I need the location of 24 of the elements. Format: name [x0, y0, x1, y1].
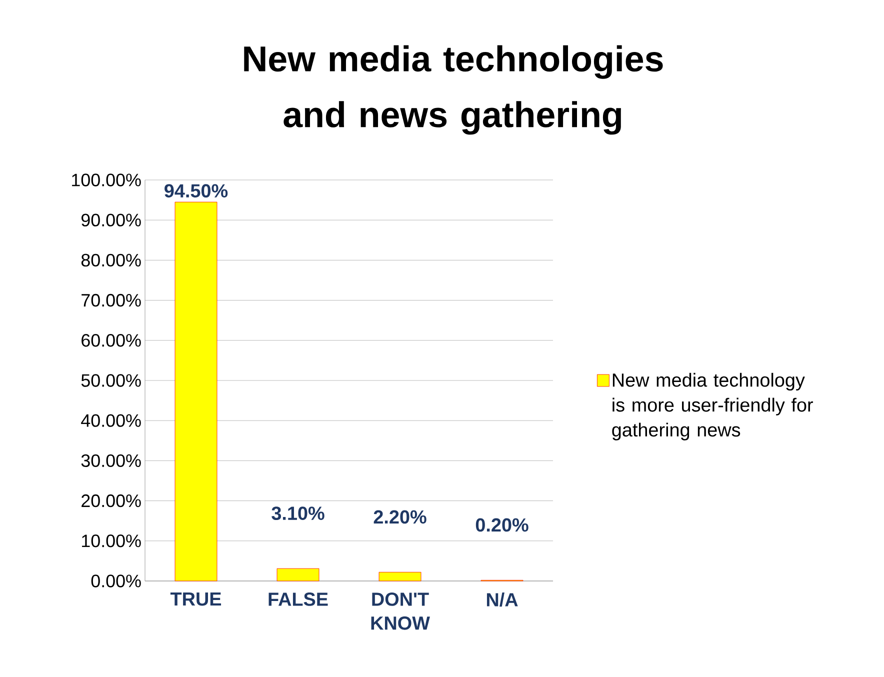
y-tick-label: 80.00%: [81, 254, 141, 267]
y-tick-label: 100.00%: [72, 174, 141, 186]
data-label: 3.10%: [272, 506, 324, 520]
bar: [174, 202, 218, 582]
data-label: 0.20%: [476, 518, 528, 532]
y-tick-label: 70.00%: [82, 294, 141, 307]
y-tick-label: 40.00%: [81, 414, 141, 427]
bar: [378, 572, 422, 582]
y-tick-label: 50.00%: [81, 374, 141, 387]
y-tick-label: 20.00%: [82, 494, 141, 508]
chart-title: New media technologies and news gathering: [244, 45, 663, 135]
y-tick-label: 90.00%: [82, 214, 141, 226]
x-tick-label: DON'T KNOW: [371, 592, 430, 630]
bar: [276, 568, 320, 582]
x-tick-label: N/A: [486, 592, 518, 607]
y-tick-label: 10.00%: [82, 534, 141, 548]
y-tick-label: 60.00%: [82, 334, 141, 347]
y-tick-label: 30.00%: [81, 454, 141, 468]
x-tick-label: TRUE: [170, 592, 222, 606]
y-tick-label: 0.00%: [91, 574, 141, 588]
data-label: 2.20%: [374, 510, 426, 524]
legend-label: New media technology is more user-friendly for gathering news: [612, 372, 813, 440]
x-tick-label: FALSE: [268, 592, 328, 606]
data-label: 94.50%: [164, 184, 228, 198]
